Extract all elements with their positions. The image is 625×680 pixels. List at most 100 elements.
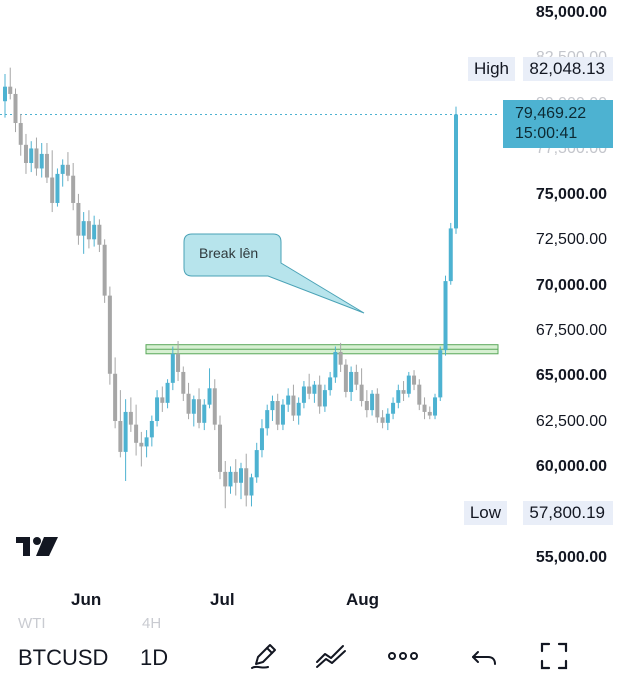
candle-body: [438, 350, 443, 398]
pencil-icon[interactable]: [248, 640, 280, 672]
candle-body: [359, 384, 364, 402]
candle-body: [422, 404, 427, 412]
timeframe-button[interactable]: 1D: [140, 645, 169, 670]
candle-body: [191, 399, 196, 414]
annotation-callout: Break lên: [183, 233, 365, 314]
candle-body: [338, 351, 343, 365]
candle-body: [102, 244, 107, 296]
candle-body: [380, 417, 385, 423]
candle-body: [427, 411, 432, 416]
candle-body: [291, 395, 296, 416]
low-tag: Low: [463, 501, 507, 525]
candle-body: [118, 421, 123, 452]
candle-body: [391, 402, 396, 414]
candle-body: [144, 437, 149, 447]
candle-body: [417, 384, 422, 405]
x-tick-aug: Aug: [346, 590, 380, 609]
candle-body: [207, 388, 212, 405]
y-tick-label: 55,000.00: [535, 549, 607, 567]
candle-body: [307, 386, 312, 394]
candle-body: [18, 123, 23, 145]
candle-body: [181, 371, 186, 394]
undo-icon[interactable]: [468, 640, 500, 672]
candle-body: [328, 377, 333, 391]
high-value: 82,048.13: [523, 57, 613, 81]
last-price-box: 79,469.22 15:00:41: [503, 100, 613, 148]
candle-body: [139, 442, 144, 447]
candle-body: [259, 428, 264, 451]
tradingview-logo: [16, 534, 62, 563]
candle-body: [270, 401, 275, 411]
candle-body: [244, 468, 249, 496]
price-chart[interactable]: Break lên: [0, 0, 625, 612]
candle-body: [312, 384, 317, 394]
candle-body: [65, 164, 70, 176]
y-tick-label: 70,000.00: [535, 276, 607, 294]
candle-body: [254, 450, 259, 478]
candle-body: [275, 401, 280, 425]
candle-body: [170, 353, 175, 383]
y-tick-label: 85,000.00: [535, 4, 607, 21]
candle-body: [370, 393, 375, 411]
candle-body: [113, 373, 118, 422]
high-tag: High: [468, 57, 515, 81]
candle-body: [123, 411, 128, 452]
candle-body: [406, 375, 411, 394]
candle-body: [238, 468, 243, 483]
candle-body: [322, 390, 327, 407]
candle-body: [71, 175, 76, 203]
symbol-button[interactable]: BTCUSD: [18, 645, 109, 670]
high-label: High: [474, 59, 509, 78]
candle-body: [76, 202, 81, 236]
candle-body: [50, 177, 55, 203]
candle-body: [23, 144, 28, 163]
trend-line-icon[interactable]: [314, 640, 346, 672]
candle-body: [202, 404, 207, 423]
candle-body: [218, 424, 223, 472]
candle-body: [296, 402, 301, 416]
candle-body: [249, 477, 254, 496]
ghost-symbol-label: WTI: [18, 615, 46, 632]
candle-body: [128, 411, 133, 425]
candle-body: [160, 397, 165, 403]
candle-body: [223, 471, 228, 487]
candle-body: [165, 382, 170, 403]
candlesticks: [3, 67, 458, 509]
candle-body: [8, 86, 13, 94]
candle-body: [39, 153, 44, 169]
candle-body: [349, 371, 354, 392]
candle-body: [280, 404, 285, 425]
candle-body: [149, 421, 154, 438]
candle-body: [212, 388, 217, 425]
candle-body: [97, 224, 102, 245]
ghost-timeframe-label: 4H: [142, 615, 162, 632]
candle-body: [55, 173, 60, 203]
y-tick-label: 62,500.00: [535, 412, 607, 430]
candle-body: [385, 413, 390, 423]
candle-body: [396, 390, 401, 403]
candle-body: [86, 221, 91, 240]
candle-body: [448, 228, 453, 282]
candle-body: [233, 471, 238, 483]
more-icon[interactable]: [386, 640, 418, 672]
callout-bubble: [183, 233, 365, 314]
candle-body: [375, 393, 380, 418]
candle-body: [176, 353, 181, 372]
resistance-zone: [145, 344, 499, 355]
callout-text: Break lên: [199, 245, 258, 261]
candle-body: [134, 424, 139, 443]
candle-body: [333, 351, 338, 378]
y-tick-label: 60,000.00: [535, 458, 607, 476]
candle-body: [44, 153, 49, 178]
candle-body: [186, 393, 191, 414]
candle-body: [433, 397, 438, 416]
fullscreen-icon[interactable]: [538, 640, 570, 672]
countdown-timer: 15:00:41: [515, 125, 578, 142]
y-tick-label: 67,500.00: [535, 321, 607, 339]
candle-body: [343, 364, 348, 392]
candle-body: [228, 471, 233, 487]
candle-body: [3, 86, 7, 102]
candle-body: [317, 384, 322, 407]
candle-body: [34, 148, 39, 169]
candle-body: [401, 390, 406, 394]
